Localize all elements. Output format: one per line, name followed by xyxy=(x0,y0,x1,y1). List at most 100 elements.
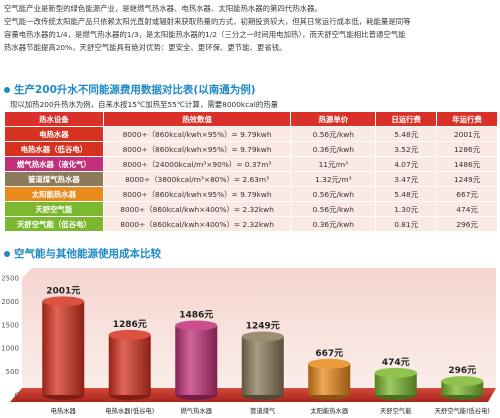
y-tick-label: 1500 xyxy=(2,321,19,329)
device-name-cell: 燃气热水器（液化气） xyxy=(5,157,103,171)
device-name-cell: 电热水器（低谷电） xyxy=(5,142,103,156)
y-axis: 2500 2000 1500 1000 500 0 xyxy=(2,275,19,400)
yearly-cost-cell: 296元 xyxy=(437,217,497,231)
bar-body xyxy=(108,334,151,395)
intro-line: 热水器节能提高20%，天舒空气能具有绝对优势：更安全、更环保、更节能、更省钱。 xyxy=(4,43,287,52)
price-cell: 0.56元/kwh xyxy=(291,127,376,141)
header-cell: 热效数值 xyxy=(103,112,291,126)
bar-body xyxy=(374,372,417,395)
table-row: 燃气热水器（液化气） 8000÷（24000kcal/m³×90%）= 0.37m… xyxy=(5,157,497,171)
y-tick-label: 0 xyxy=(15,392,19,400)
yearly-cost-cell: 1249元 xyxy=(437,172,497,186)
table-row: 太阳能热水器 8000÷（860kcal/kwh×95%）= 9.79kwh 0.5… xyxy=(5,187,497,201)
daily-cost-cell: 0.81元 xyxy=(376,217,437,231)
table-body: 电热水器 8000÷（860kcal/kwh×95%）= 9.79kwh 0.56元… xyxy=(5,127,497,231)
bar-value-label: 667元 xyxy=(315,348,343,359)
yearly-cost-cell: 2001元 xyxy=(437,127,497,141)
calc-cell: 8000÷（860kcal/kwh×400%）= 2.32kwh xyxy=(103,202,291,216)
device-name-cell: 天舒空气能（低谷电） xyxy=(5,217,103,231)
y-tick-label: 2000 xyxy=(2,298,19,306)
x-category-label: 燃气热水器 xyxy=(181,406,213,415)
table-row: 电热水器（低谷电） 8000÷（860kcal/kwh×95%）= 9.79kwh… xyxy=(5,142,497,156)
calc-cell: 8000÷（3800kcal/m³×80%）= 2.63m³ xyxy=(103,172,291,186)
bar-top xyxy=(42,296,85,307)
x-category-label: 太阳能热水器 xyxy=(310,406,348,415)
bar-body xyxy=(308,363,351,395)
device-name-cell: 管道煤气热水器 xyxy=(5,172,103,186)
yearly-cost-cell: 474元 xyxy=(437,202,497,216)
bar: 1286元 xyxy=(108,319,151,400)
bar-value-label: 1486元 xyxy=(179,309,213,320)
daily-cost-cell: 3.52元 xyxy=(376,142,437,156)
table-subtitle: 现以加热200升热水为例，自来水按15℃加热至55℃计算，需要8000kcal的… xyxy=(10,100,279,109)
bar-value-label: 1249元 xyxy=(246,321,280,332)
calc-cell: 8000÷（860kcal/kwh×400%）= 2.32kwh xyxy=(103,217,291,231)
intro-line: 容量电热水器的1/4，是燃气热水器的1/3，是太阳能热水器的1/2（三分之一时间… xyxy=(4,30,406,39)
bar-top xyxy=(374,367,417,378)
bar-body xyxy=(42,301,85,395)
x-category-label: 电热水器(低谷电) xyxy=(105,406,154,415)
device-name-cell: 电热水器 xyxy=(5,127,103,141)
bar: 474元 xyxy=(374,357,417,400)
price-cell: 1.32元/m³ xyxy=(291,172,376,186)
header-cell: 热水设备 xyxy=(5,112,103,126)
x-category-label: 管道煤气 xyxy=(250,406,276,415)
bar-value-label: 2001元 xyxy=(46,285,80,296)
daily-cost-cell: 3.47元 xyxy=(376,172,437,186)
y-tick-label: 1000 xyxy=(2,345,19,353)
calc-cell: 8000÷（860kcal/kwh×95%）= 9.79kwh xyxy=(103,142,291,156)
device-name-cell: 天舒空气能 xyxy=(5,202,103,216)
y-tick-label: 500 xyxy=(6,368,19,376)
price-cell: 0.36元/kwh xyxy=(291,217,376,231)
table-row: 电热水器 8000÷（860kcal/kwh×95%）= 9.79kwh 0.56元… xyxy=(5,127,497,141)
bar-value-label: 474元 xyxy=(382,357,410,368)
bar-top xyxy=(308,358,351,369)
bar-top xyxy=(108,329,151,340)
bar-top xyxy=(241,331,284,342)
bar-value-label: 1286元 xyxy=(113,319,147,330)
bar-value-label: 296元 xyxy=(448,365,476,376)
header-cell: 日运行费 xyxy=(376,112,437,126)
yearly-cost-cell: 667元 xyxy=(437,187,497,201)
table-row: 天舒空气能 8000÷（860kcal/kwh×400%）= 2.32kwh 0.5… xyxy=(5,202,497,216)
price-cell: 0.36元/kwh xyxy=(291,142,376,156)
table-row: 管道煤气热水器 8000÷（3800kcal/m³×80%）= 2.63m³ 1.3… xyxy=(5,172,497,186)
bar: 2001元 xyxy=(42,285,85,400)
x-category-label: 电热水器 xyxy=(51,406,77,415)
chart-section-title: 空气能与其他能源使用成本比较 xyxy=(4,246,161,261)
intro-line: 空气能产业是新型的绿色能源产业，是继燃气热水器、电热水器、太阳能热水器的第四代热… xyxy=(4,4,322,13)
y-tick-label: 2500 xyxy=(2,275,19,283)
bar-body xyxy=(175,325,218,395)
yearly-cost-cell: 1486元 xyxy=(437,157,497,171)
daily-cost-cell: 4.07元 xyxy=(376,157,437,171)
calc-cell: 8000÷（860kcal/kwh×95%）= 9.79kwh xyxy=(103,187,291,201)
table-header-row: 热水设备 热效数值 热源单价 日运行费 年运行费 xyxy=(5,112,497,126)
bullet-icon xyxy=(4,250,10,257)
bullet-icon xyxy=(4,86,10,93)
table-row: 天舒空气能（低谷电） 8000÷（860kcal/kwh×400%）= 2.32k… xyxy=(5,217,497,231)
bar-top xyxy=(175,320,218,331)
bar-top xyxy=(441,376,484,387)
header-cell: 热源单价 xyxy=(291,112,376,126)
yearly-cost-cell: 1286元 xyxy=(437,142,497,156)
price-cell: 11元/m³ xyxy=(291,157,376,171)
bars: 2001元 1286元 1486元 1249元 667元 474元 296元 xyxy=(42,285,484,400)
daily-cost-cell: 5.48元 xyxy=(376,127,437,141)
table-title-text: 生产200升水不同能源费用数据对比表(以南通为例) xyxy=(14,84,256,96)
bar: 1249元 xyxy=(241,321,284,400)
daily-cost-cell: 5.48元 xyxy=(376,187,437,201)
intro-text: 空气能产业是新型的绿色能源产业，是继燃气热水器、电热水器、太阳能热水器的第四代热… xyxy=(4,2,496,54)
bar: 667元 xyxy=(308,348,351,400)
bar: 296元 xyxy=(441,365,484,400)
bar: 1486元 xyxy=(175,309,218,400)
price-cell: 0.56元/kwh xyxy=(291,202,376,216)
chart-title-text: 空气能与其他能源使用成本比较 xyxy=(14,248,161,260)
x-category-label: 天舒空气能(低谷电) xyxy=(435,406,490,415)
cost-table: 热水设备 热效数值 热源单价 日运行费 年运行费 电热水器 8000÷（860kc… xyxy=(4,111,498,232)
intro-line: 空气能一改传统太阳能产品只依赖太阳光直射或辐射来获取热量的方式，初期投资较大，但… xyxy=(4,17,411,26)
device-name-cell: 太阳能热水器 xyxy=(5,187,103,201)
price-cell: 0.56元/kwh xyxy=(291,187,376,201)
header-cell: 年运行费 xyxy=(437,112,497,126)
daily-cost-cell: 1.30元 xyxy=(376,202,437,216)
x-axis-labels: 电热水器 电热水器(低谷电) 燃气热水器 管道煤气 太阳能热水器 天舒空气能 天舒空气能(低… xyxy=(51,406,490,415)
